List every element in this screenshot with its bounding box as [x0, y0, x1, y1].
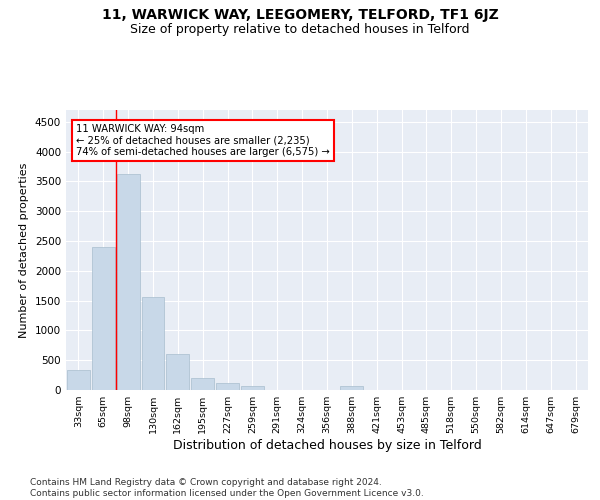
Bar [216, 384, 239, 390]
Y-axis label: Number of detached properties: Number of detached properties [19, 162, 29, 338]
Bar [67, 370, 90, 390]
Bar [340, 386, 363, 390]
Bar [142, 297, 164, 390]
Bar [241, 386, 264, 390]
Text: Size of property relative to detached houses in Telford: Size of property relative to detached ho… [130, 22, 470, 36]
Text: Contains HM Land Registry data © Crown copyright and database right 2024.
Contai: Contains HM Land Registry data © Crown c… [30, 478, 424, 498]
Bar [166, 354, 189, 390]
Bar [117, 174, 140, 390]
Bar [92, 247, 115, 390]
Text: 11 WARWICK WAY: 94sqm
← 25% of detached houses are smaller (2,235)
74% of semi-d: 11 WARWICK WAY: 94sqm ← 25% of detached … [76, 124, 330, 157]
Text: 11, WARWICK WAY, LEEGOMERY, TELFORD, TF1 6JZ: 11, WARWICK WAY, LEEGOMERY, TELFORD, TF1… [101, 8, 499, 22]
X-axis label: Distribution of detached houses by size in Telford: Distribution of detached houses by size … [173, 439, 481, 452]
Bar [191, 378, 214, 390]
